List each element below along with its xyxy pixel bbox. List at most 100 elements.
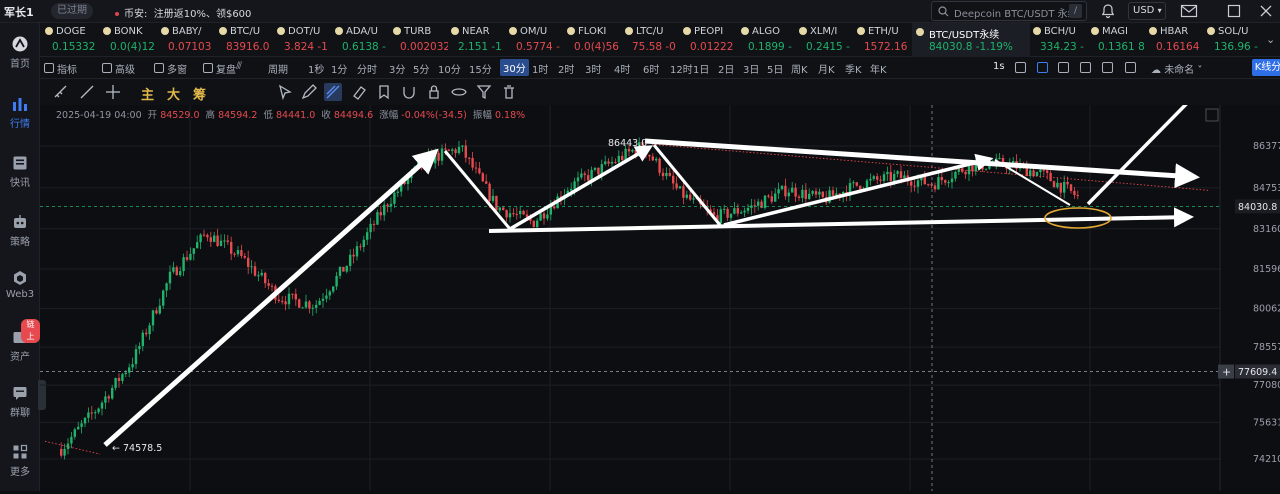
period-21[interactable]: 年K [870, 65, 887, 76]
ticker-item[interactable]: XLM/I 0.2415 - [796, 23, 854, 57]
maximize-icon[interactable] [1226, 3, 1242, 19]
pen-edit-icon[interactable] [1037, 62, 1048, 73]
ticker-item[interactable]: MAGI 0.1361 8 [1088, 23, 1146, 57]
expand-icon[interactable] [1125, 62, 1136, 73]
ticker-item[interactable]: DOT/U 3.824 -1 [274, 23, 332, 57]
bookmark-icon[interactable] [375, 83, 393, 101]
ticker-item[interactable]: BABY/0.07103 [158, 23, 216, 57]
price-axis[interactable]: 86377.4 84753.6 83160.2 81596.9 80062.9 78557… [1218, 105, 1280, 491]
currency-select[interactable]: USD ▾ [1128, 2, 1166, 20]
ticker-item[interactable]: LTC/U 75.58 -0 [622, 23, 680, 57]
candle [869, 173, 872, 186]
ticker-item[interactable]: OM/U 0.5774 - [506, 23, 564, 57]
trend-line-icon[interactable] [324, 83, 342, 101]
period-menu[interactable]: 周期 [268, 65, 288, 76]
period-9[interactable]: 2时 [558, 65, 575, 76]
sidebar-item-web3[interactable]: Web3 [0, 269, 40, 300]
ticker-item[interactable]: BTC/U 83916.0 [216, 23, 274, 57]
period-6[interactable]: 15分 [469, 65, 492, 76]
period-2[interactable]: 分时 [357, 65, 377, 76]
toolbar-replay[interactable]: 复盘 [216, 65, 236, 76]
reset-zoom-icon[interactable] [1205, 108, 1219, 122]
select-cursor-icon[interactable] [276, 83, 294, 101]
period-19[interactable]: 月K [818, 65, 835, 76]
ticker-item[interactable]: DOGE 0.15332 [42, 23, 100, 57]
eraser-icon[interactable] [350, 83, 368, 101]
candlestick-chart[interactable]: 86443.0 ← 74578.5 86377.4 84753.6 83160.2 815… [40, 84, 1280, 491]
toolbar-indicator[interactable]: 指标 [57, 65, 77, 76]
period-13[interactable]: 12时 [670, 65, 693, 76]
candle [202, 229, 206, 237]
ticker-item[interactable]: HBAR 0.16164 [1146, 23, 1204, 57]
sidebar-collapse-handle[interactable] [38, 380, 46, 410]
close-icon[interactable] [1258, 3, 1274, 19]
search-input[interactable]: Deepcoin BTC/USDT 永续 / [931, 1, 1087, 21]
period-8[interactable]: 1时 [532, 65, 549, 76]
ticker-item[interactable]: ETH/U 1572.16 [854, 23, 912, 57]
ticker-item[interactable]: NEAR 2.151 -1 [448, 23, 506, 57]
ticker-item[interactable]: BONK 0.0(4)12 [100, 23, 158, 57]
ticker-item[interactable]: BCH/U 334.23 - [1030, 23, 1088, 57]
camera-icon[interactable] [1015, 62, 1026, 73]
ticker-item[interactable]: SOL/U 136.96 - [1204, 23, 1262, 57]
ticker-item[interactable]: FLOKI 0.0(4)56 [564, 23, 622, 57]
toolbar-multi-window[interactable]: 多窗 [167, 65, 187, 76]
trash-icon[interactable] [500, 83, 518, 101]
expired-badge[interactable]: 已过期 [51, 3, 93, 19]
period-5[interactable]: 10分 [438, 65, 461, 76]
ticker-expand-icon[interactable]: ⌄ [1266, 33, 1276, 46]
sidebar-item-strategy[interactable]: 策略 [0, 213, 40, 248]
period-3[interactable]: 3分 [389, 65, 406, 76]
indicator-shortcut-0[interactable]: 主 [141, 88, 155, 103]
bell-icon[interactable] [1100, 3, 1116, 19]
period-10[interactable]: 3时 [585, 65, 602, 76]
price-chart[interactable]: 86443.0 ← 74578.5 86377.4 84753.6 83160.2 815… [40, 84, 1280, 491]
ticker-item[interactable]: BTC/USDT永续 84030.8 -1.19% [912, 23, 1030, 57]
sidebar-item-more[interactable]: 更多 [0, 443, 40, 478]
sidebar-item-market[interactable]: 行情 [0, 95, 40, 130]
period-17[interactable]: 5日 [767, 65, 784, 76]
period-1[interactable]: 1分 [331, 65, 348, 76]
drag-icon[interactable] [104, 83, 122, 101]
realtime-interval[interactable]: 1s [993, 61, 1005, 72]
chart-type-icon[interactable]: ⫻ [236, 61, 242, 72]
sidebar-item-assets[interactable]: 资产 链上 [0, 319, 40, 363]
period-4[interactable]: 5分 [413, 65, 430, 76]
ticker-item[interactable]: TURB 0.002032 [390, 23, 448, 57]
mail-icon[interactable] [1180, 3, 1198, 19]
candle [277, 294, 280, 304]
toolbar-advanced[interactable]: 高级 [115, 65, 135, 76]
period-12[interactable]: 6时 [643, 65, 660, 76]
lock-icon[interactable] [425, 83, 443, 101]
high-label: 高 [205, 110, 216, 121]
sidebar-item-news[interactable]: 快讯 [0, 154, 40, 189]
period-18[interactable]: 周K [791, 65, 808, 76]
ruler-icon[interactable] [52, 83, 70, 101]
announcement[interactable]: 币安: 注册返10%、领$600 [115, 5, 251, 20]
username[interactable]: 军长1 [4, 6, 34, 19]
period-16[interactable]: 3日 [743, 65, 760, 76]
period-14[interactable]: 1日 [693, 65, 710, 76]
ticker-item[interactable]: PEOPI 0.01222 [680, 23, 738, 57]
indicator-shortcut-1[interactable]: 大 [167, 88, 181, 103]
period-11[interactable]: 4时 [614, 65, 631, 76]
settings-icon[interactable] [1080, 62, 1091, 73]
ticker-item[interactable]: ALGO 0.1899 - [738, 23, 796, 57]
pencil-icon[interactable] [300, 83, 318, 101]
eye-icon[interactable] [450, 83, 468, 101]
line-tool-icon[interactable] [78, 83, 96, 101]
period-0[interactable]: 1秒 [308, 65, 325, 76]
period-7[interactable]: 30分 [500, 59, 529, 76]
kline-analysis-button[interactable]: K线分析 [1252, 59, 1280, 76]
magnet-icon[interactable] [400, 83, 418, 101]
sidebar-item-home[interactable]: 首页 [0, 35, 40, 70]
table-icon[interactable] [1058, 62, 1069, 73]
layout-name-select[interactable]: ☁ 未命名 ˅ [1151, 61, 1202, 76]
sidebar-item-chat[interactable]: 群聊 [0, 384, 40, 419]
period-15[interactable]: 2日 [718, 65, 735, 76]
indicator-shortcut-2[interactable]: 筹 [193, 88, 207, 103]
period-20[interactable]: 季K [845, 65, 862, 76]
fullscreen-icon[interactable] [1102, 62, 1113, 73]
ticker-item[interactable]: ADA/U 0.6138 - [332, 23, 390, 57]
filter-icon[interactable] [475, 83, 493, 101]
